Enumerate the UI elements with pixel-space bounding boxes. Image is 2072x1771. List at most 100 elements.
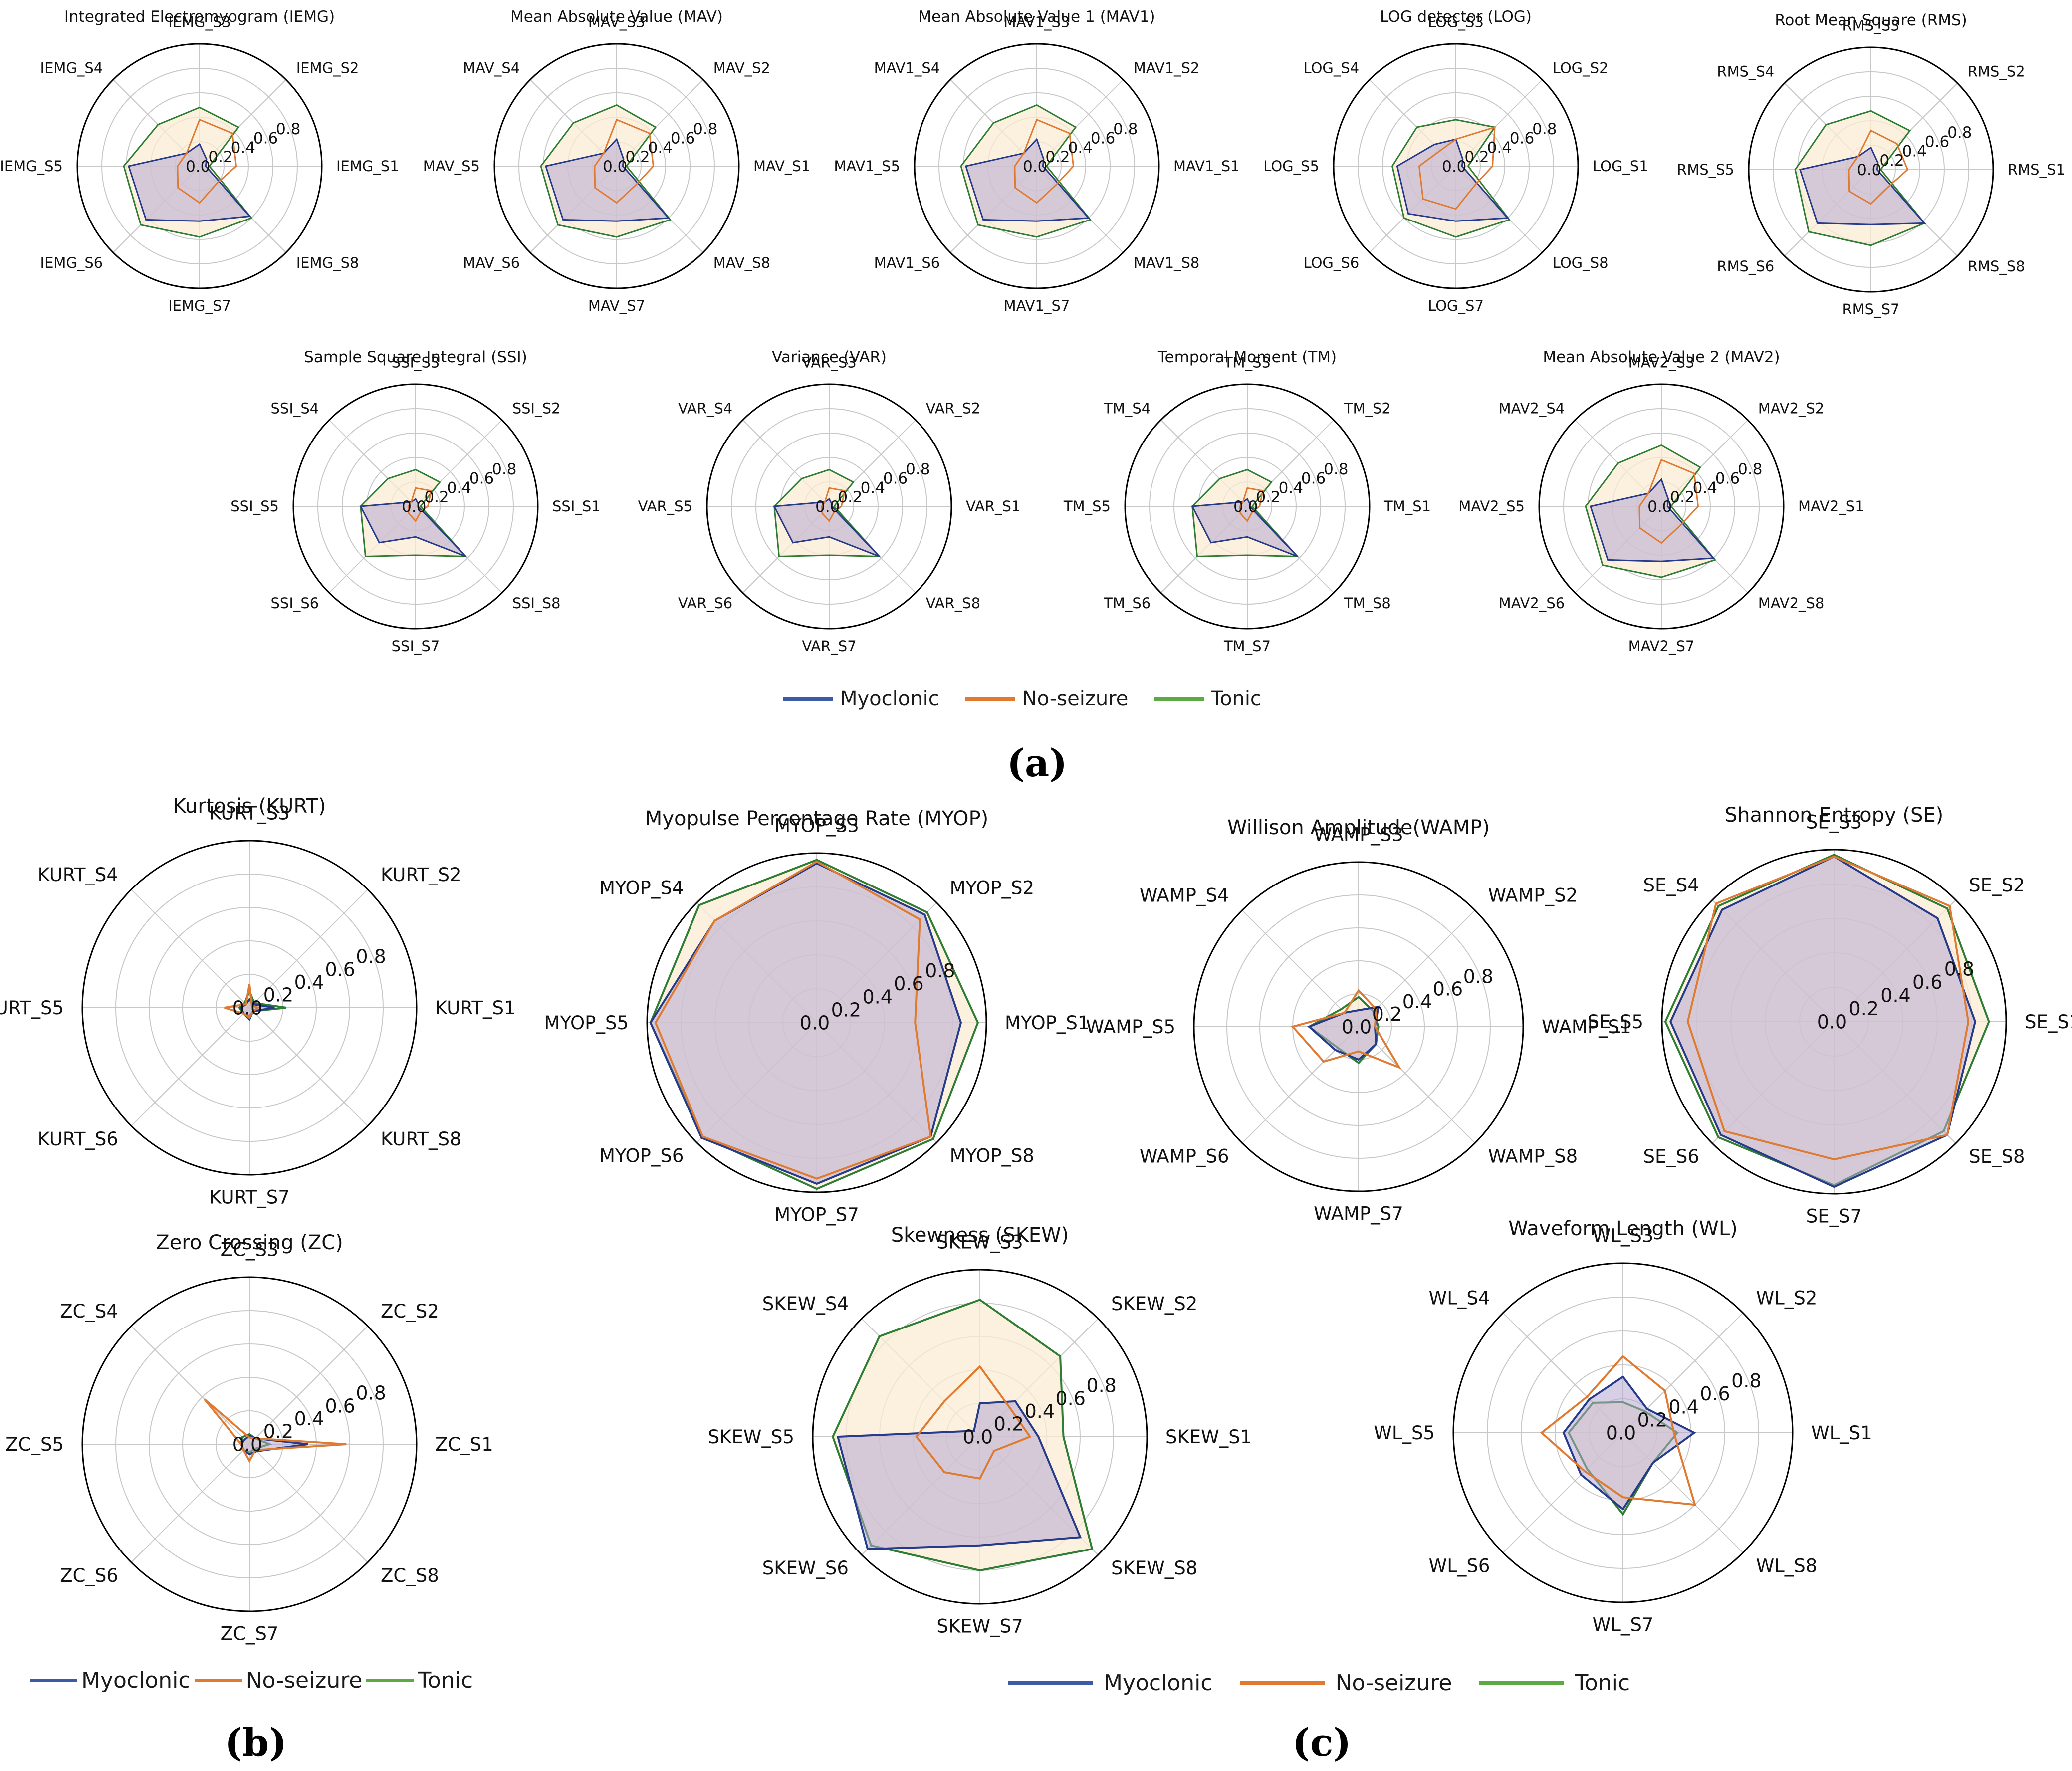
radar-chart-wl: 0.00.20.40.60.8 WL_S1 WL_S2 WL_S3 WL_S4 WL_S5… <box>1374 1217 1872 1635</box>
axis-label-zc-s6: ZC_S6 <box>60 1565 118 1586</box>
axis-label-myop-s7: MYOP_S7 <box>774 1204 859 1225</box>
series-no-seizure-polygon <box>1239 487 1264 522</box>
axis-label-mav2-s7: MAV2_S7 <box>1628 638 1695 655</box>
legend-swatch-tonic <box>366 1679 414 1682</box>
r-tick-label: 0.2 <box>838 488 862 506</box>
series-myoclonic-polygon <box>1589 478 1715 562</box>
axis-label-zc-s4: ZC_S4 <box>60 1301 118 1322</box>
chart-title: Sample Square Integral (SSI) <box>304 348 527 366</box>
outer-frame <box>1193 861 1524 1192</box>
axis-label-var-s6: VAR_S6 <box>678 595 732 612</box>
series-no-seizure-polygon <box>1540 1355 1696 1506</box>
axis-label-log-s5: LOG_S5 <box>1263 158 1319 175</box>
r-tick-label: 0.8 <box>1947 124 1972 142</box>
radar-chart-mav1: 0.00.20.40.60.8 MAV1_S1 MAV1_S2 MAV1_S3 MAV1… <box>834 8 1239 314</box>
axis-label-wl-s1: WL_S1 <box>1811 1422 1872 1444</box>
r-tick-label: 0.0 <box>1647 498 1672 516</box>
r-tick-label: 0.8 <box>276 120 300 138</box>
radar-chart-iemg: 0.00.20.40.60.8 IEMG_S1 IEMG_S2 IEMG_S3 IEMG… <box>0 8 399 314</box>
r-tick-label: 0.0 <box>1233 498 1258 516</box>
r-tick-label: 0.0 <box>815 498 840 516</box>
radar-chart-var: 0.00.20.40.60.8 VAR_S1 VAR_S2 VAR_S3 VAR_S4 V… <box>638 348 1021 655</box>
axis-label-ssi-s8: SSI_S8 <box>512 595 561 612</box>
axis-spoke <box>1241 909 1359 1027</box>
axis-spoke <box>131 1444 250 1563</box>
axis-label-kurt-s6: KURT_S6 <box>37 1128 118 1150</box>
r-tick-label: 0.2 <box>831 999 861 1021</box>
legend-swatch-myoclonic <box>30 1679 77 1682</box>
r-tick-label: 0.8 <box>1532 120 1557 138</box>
axis-spoke <box>1358 1026 1476 1144</box>
r-tick-label: 0.0 <box>1857 161 1881 179</box>
r-tick-label: 0.8 <box>492 460 516 478</box>
axis-label-ssi-s3: SSI_S3 <box>392 354 440 371</box>
r-tick-label: 0.0 <box>1606 1422 1636 1444</box>
axis-label-mav-s8: MAV_S8 <box>713 254 770 271</box>
series-myoclonic-polygon <box>1562 1375 1696 1511</box>
r-tick-label: 0.8 <box>356 946 386 968</box>
axis-label-kurt-s1: KURT_S1 <box>435 997 516 1019</box>
r-tick-label: 0.2 <box>263 984 293 1006</box>
axis-label-iemg-s5: IEMG_S5 <box>0 158 63 175</box>
radar-chart-ssi: 0.00.20.40.60.8 SSI_S1 SSI_S2 SSI_S3 SSI_S4 S… <box>230 348 600 655</box>
axis-label-wl-s8: WL_S8 <box>1756 1555 1818 1577</box>
axis-label-var-s8: VAR_S8 <box>926 595 980 612</box>
axis-label-rms-s3: RMS_S3 <box>1842 17 1900 34</box>
r-tick-label: 0.0 <box>1023 158 1047 176</box>
r-tick-label: 0.4 <box>1880 984 1910 1006</box>
axis-label-mav1-s4: MAV1_S4 <box>874 60 940 77</box>
panel-label-c: (c) <box>1292 1720 1352 1765</box>
series-myoclonic-polygon <box>1669 855 1976 1188</box>
r-tick-label: 0.4 <box>294 1408 324 1430</box>
r-tick-label: 0.2 <box>1464 148 1489 166</box>
axis-label-kurt-s7: KURT_S7 <box>209 1186 290 1208</box>
axis-label-mav2-s6: MAV2_S6 <box>1499 595 1565 612</box>
r-tick-label: 0.2 <box>994 1413 1024 1435</box>
legend-swatch-no-seizure <box>965 697 1015 701</box>
outer-frame <box>76 43 323 289</box>
axis-label-wl-s3: WL_S3 <box>1593 1225 1654 1246</box>
legend-label-myoclonic: Myoclonic <box>81 1668 191 1693</box>
r-tick-label: 0.0 <box>1442 158 1466 176</box>
axis-label-mav-s6: MAV_S6 <box>463 254 520 271</box>
axis-label-var-s4: VAR_S4 <box>678 400 732 417</box>
r-tick-label: 0.2 <box>1637 1409 1667 1431</box>
r-tick-label: 0.0 <box>186 158 210 176</box>
series-myoclonic-polygon <box>1307 1005 1380 1061</box>
axis-label-mav1-s7: MAV1_S7 <box>1004 297 1070 314</box>
axis-label-wl-s4: WL_S4 <box>1429 1288 1490 1309</box>
axis-label-skew-s7: SKEW_S7 <box>936 1615 1023 1637</box>
axis-label-mav2-s8: MAV2_S8 <box>1758 595 1825 612</box>
axis-label-ssi-s6: SSI_S6 <box>271 595 319 612</box>
r-tick-label: 0.6 <box>1091 130 1115 148</box>
r-tick-label: 0.6 <box>894 973 923 995</box>
series-myoclonic-polygon <box>544 138 671 222</box>
axis-spoke <box>131 889 250 1008</box>
axis-label-mav-s2: MAV_S2 <box>713 60 770 77</box>
outer-frame <box>1538 383 1785 630</box>
axis-label-mav-s3: MAV_S3 <box>588 14 645 31</box>
r-tick-label: 0.6 <box>253 130 278 148</box>
axis-label-myop-s2: MYOP_S2 <box>950 878 1034 899</box>
chart-title: Waveform Length (WL) <box>1508 1217 1738 1240</box>
axis-label-skew-s4: SKEW_S4 <box>762 1293 849 1315</box>
legend-label-myoclonic: Myoclonic <box>1104 1670 1213 1696</box>
axis-label-mav-s7: MAV_S7 <box>588 297 645 314</box>
outer-frame <box>81 840 418 1176</box>
r-tick-label: 0.4 <box>1402 991 1432 1013</box>
radar-chart-zc: 0.00.20.40.60.8 ZC_S1 ZC_S2 ZC_S3 ZC_S4 ZC_S5… <box>5 1231 493 1644</box>
series-no-seizure-polygon <box>1418 126 1496 210</box>
outer-frame <box>81 1276 418 1612</box>
axis-label-wl-s7: WL_S7 <box>1593 1614 1654 1635</box>
axis-label-zc-s3: ZC_S3 <box>221 1239 279 1260</box>
legend-label-no-seizure: No-seizure <box>1022 687 1129 710</box>
radar-chart-se: 0.00.20.40.60.8 SE_S1 SE_S2 SE_S3 SE_S4 SE_S5… <box>1588 804 2072 1227</box>
r-tick-label: 0.8 <box>693 120 717 138</box>
axis-label-kurt-s4: KURT_S4 <box>37 864 118 886</box>
legend-b: Myoclonic No-seizure Tonic <box>30 1668 473 1693</box>
r-tick-label: 0.8 <box>1324 460 1348 478</box>
axis-label-iemg-s4: IEMG_S4 <box>40 60 103 77</box>
r-tick-label: 0.2 <box>1045 148 1070 166</box>
axis-label-myop-s5: MYOP_S5 <box>544 1012 629 1034</box>
